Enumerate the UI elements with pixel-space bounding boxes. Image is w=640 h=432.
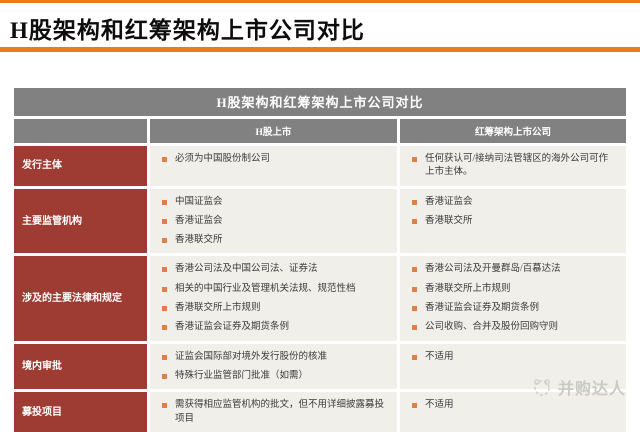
table-row: 发行主体 必须为中国股份制公司 任何获认可/接纳司法管辖区的海外公司可作上市主体。 (14, 146, 626, 186)
bullet-text: 香港联交所上市规则 (175, 303, 261, 314)
table-row: 主要监管机构 中国证监会 香港证监会 香港联交所 香港证监会 香港联交所 (14, 188, 626, 254)
bullet-item: 香港公司法及开曼群岛/百慕达法 (410, 263, 616, 276)
hshare-cell: 香港公司法及中国公司法、证券法相关的中国行业及管理机关法规、规范性档 香港联交所上… (150, 256, 397, 341)
bullet-square-icon (162, 373, 167, 379)
bullet-text: 香港联交所 (175, 235, 223, 246)
bullet-text: 不适用 (425, 400, 454, 411)
bullet-text: 相关的中国行业及管理机关法规、规范性档 (175, 283, 356, 294)
bullet-square-icon (162, 199, 167, 205)
bullet-text: 证监会国际部对境外发行股份的核准 (175, 351, 328, 362)
bullet-text: 香港证监会证券及期货条例 (175, 322, 290, 333)
table-row: 募投项目 需获得相应监管机构的批文，但不用详细披露募投项目 不适用 (14, 392, 626, 432)
page-title: H股架构和红筹架构上市公司对比 (10, 18, 365, 43)
redchip-cell: 香港证监会香港联交所 (400, 188, 626, 254)
bullet-square-icon (412, 403, 417, 409)
bullet-square-icon (412, 325, 417, 331)
bullet-square-icon (162, 306, 167, 312)
row-label: 境内审批 (14, 343, 147, 390)
bullet-square-icon (412, 157, 417, 162)
table-header-row: H股上市 红筹架构上市公司 (14, 119, 626, 143)
bullet-square-icon (162, 403, 167, 409)
bullet-item: 必须为中国股份制公司 (160, 153, 387, 166)
bullet-text: 公司收购、合并及股份回购守则 (425, 322, 559, 333)
bullet-square-icon (412, 267, 417, 273)
row-label: 主要监管机构 (14, 188, 147, 254)
bullet-square-icon (162, 286, 167, 292)
bullet-square-icon (162, 354, 167, 360)
bullet-text: 香港联交所上市规则 (425, 283, 511, 294)
bullet-item: 公司收购、合并及股份回购守则 (410, 321, 616, 334)
bullet-square-icon (162, 325, 167, 331)
bullet-square-icon (412, 218, 417, 224)
bullet-item: 香港联交所上市规则 (410, 283, 616, 296)
bullet-text: 任何获认可/接纳司法管辖区的海外公司可作上市主体。 (425, 154, 609, 178)
bullet-square-icon (412, 354, 417, 360)
header-cell-redchip: 红筹架构上市公司 (400, 119, 626, 143)
table-title: H股架构和红筹架构上市公司对比 (14, 88, 626, 116)
bullet-item: 证监会国际部对境外发行股份的核准 (160, 351, 387, 364)
bullet-text: 不适用 (425, 351, 454, 362)
bullet-text: 香港证监会 (425, 196, 473, 207)
bullet-item: 香港联交所上市规则 (160, 302, 387, 315)
bullet-item: 相关的中国行业及管理机关法规、规范性档 (160, 283, 387, 296)
comparison-table: H股架构和红筹架构上市公司对比 H股上市 红筹架构上市公司 发行主体 必须为中国股… (14, 88, 626, 432)
bullet-item: 中国证监会 (160, 196, 387, 209)
bullet-item: 不适用 (410, 399, 616, 412)
redchip-cell: 不适用 (400, 343, 626, 390)
table-row: 境内审批 证监会国际部对境外发行股份的核准 特殊行业监管部门批准（如需） 不适用 (14, 343, 626, 390)
bullet-item: 香港公司法及中国公司法、证券法 (160, 263, 387, 276)
row-label: 发行主体 (14, 146, 147, 186)
bullet-square-icon (162, 218, 167, 224)
row-label: 募投项目 (14, 392, 147, 432)
bullet-item: 任何获认可/接纳司法管辖区的海外公司可作上市主体。 (410, 153, 616, 180)
bullet-square-icon (162, 157, 167, 162)
title-underline-rule (0, 47, 640, 52)
hshare-cell: 中国证监会香港证监会香港联交所 (150, 188, 397, 254)
bullet-item: 香港证监会 (410, 196, 616, 209)
table-body: 发行主体 必须为中国股份制公司 任何获认可/接纳司法管辖区的海外公司可作上市主体。主… (14, 146, 626, 432)
bullet-item: 需获得相应监管机构的批文，但不用详细披露募投项目 (160, 399, 387, 426)
redchip-cell: 任何获认可/接纳司法管辖区的海外公司可作上市主体。 (400, 146, 626, 186)
bullet-text: 香港公司法及开曼群岛/百慕达法 (425, 264, 561, 275)
bullet-text: 中国证监会 (175, 196, 223, 207)
hshare-cell: 证监会国际部对境外发行股份的核准 特殊行业监管部门批准（如需） (150, 343, 397, 390)
top-accent-rule (0, 0, 640, 3)
bullet-text: 特殊行业监管部门批准（如需） (175, 370, 309, 381)
hshare-cell: 必须为中国股份制公司 (150, 146, 397, 186)
bullet-square-icon (412, 306, 417, 312)
hshare-cell: 需获得相应监管机构的批文，但不用详细披露募投项目 (150, 392, 397, 432)
bullet-item: 香港联交所 (160, 234, 387, 247)
bullet-square-icon (412, 199, 417, 205)
bullet-square-icon (162, 238, 167, 244)
bullet-item: 香港证监会证券及期货条例 (410, 302, 616, 315)
bullet-text: 香港证监会证券及期货条例 (425, 303, 540, 314)
header-cell-hshare: H股上市 (150, 119, 397, 143)
bullet-text: 香港公司法及中国公司法、证券法 (175, 264, 318, 275)
header-cell-empty (14, 119, 147, 143)
bullet-text: 香港证监会 (175, 215, 223, 226)
bullet-text: 需获得相应监管机构的批文，但不用详细披露募投项目 (175, 400, 385, 424)
bullet-item: 香港证监会证券及期货条例 (160, 321, 387, 334)
bullet-text: 香港联交所 (425, 215, 473, 226)
bullet-item: 香港证监会 (160, 215, 387, 228)
row-label: 涉及的主要法律和规定 (14, 256, 147, 341)
bullet-item: 香港联交所 (410, 215, 616, 228)
redchip-cell: 不适用 (400, 392, 626, 432)
bullet-item: 特殊行业监管部门批准（如需） (160, 370, 387, 383)
bullet-square-icon (162, 267, 167, 273)
table-row: 涉及的主要法律和规定 香港公司法及中国公司法、证券法 相关的中国行业及管理机关法规、… (14, 256, 626, 341)
bullet-square-icon (412, 286, 417, 292)
redchip-cell: 香港公司法及开曼群岛/百慕达法 香港联交所上市规则香港证监会证券及期货条例公司收购… (400, 256, 626, 341)
bullet-item: 不适用 (410, 351, 616, 364)
bullet-text: 必须为中国股份制公司 (175, 154, 271, 164)
